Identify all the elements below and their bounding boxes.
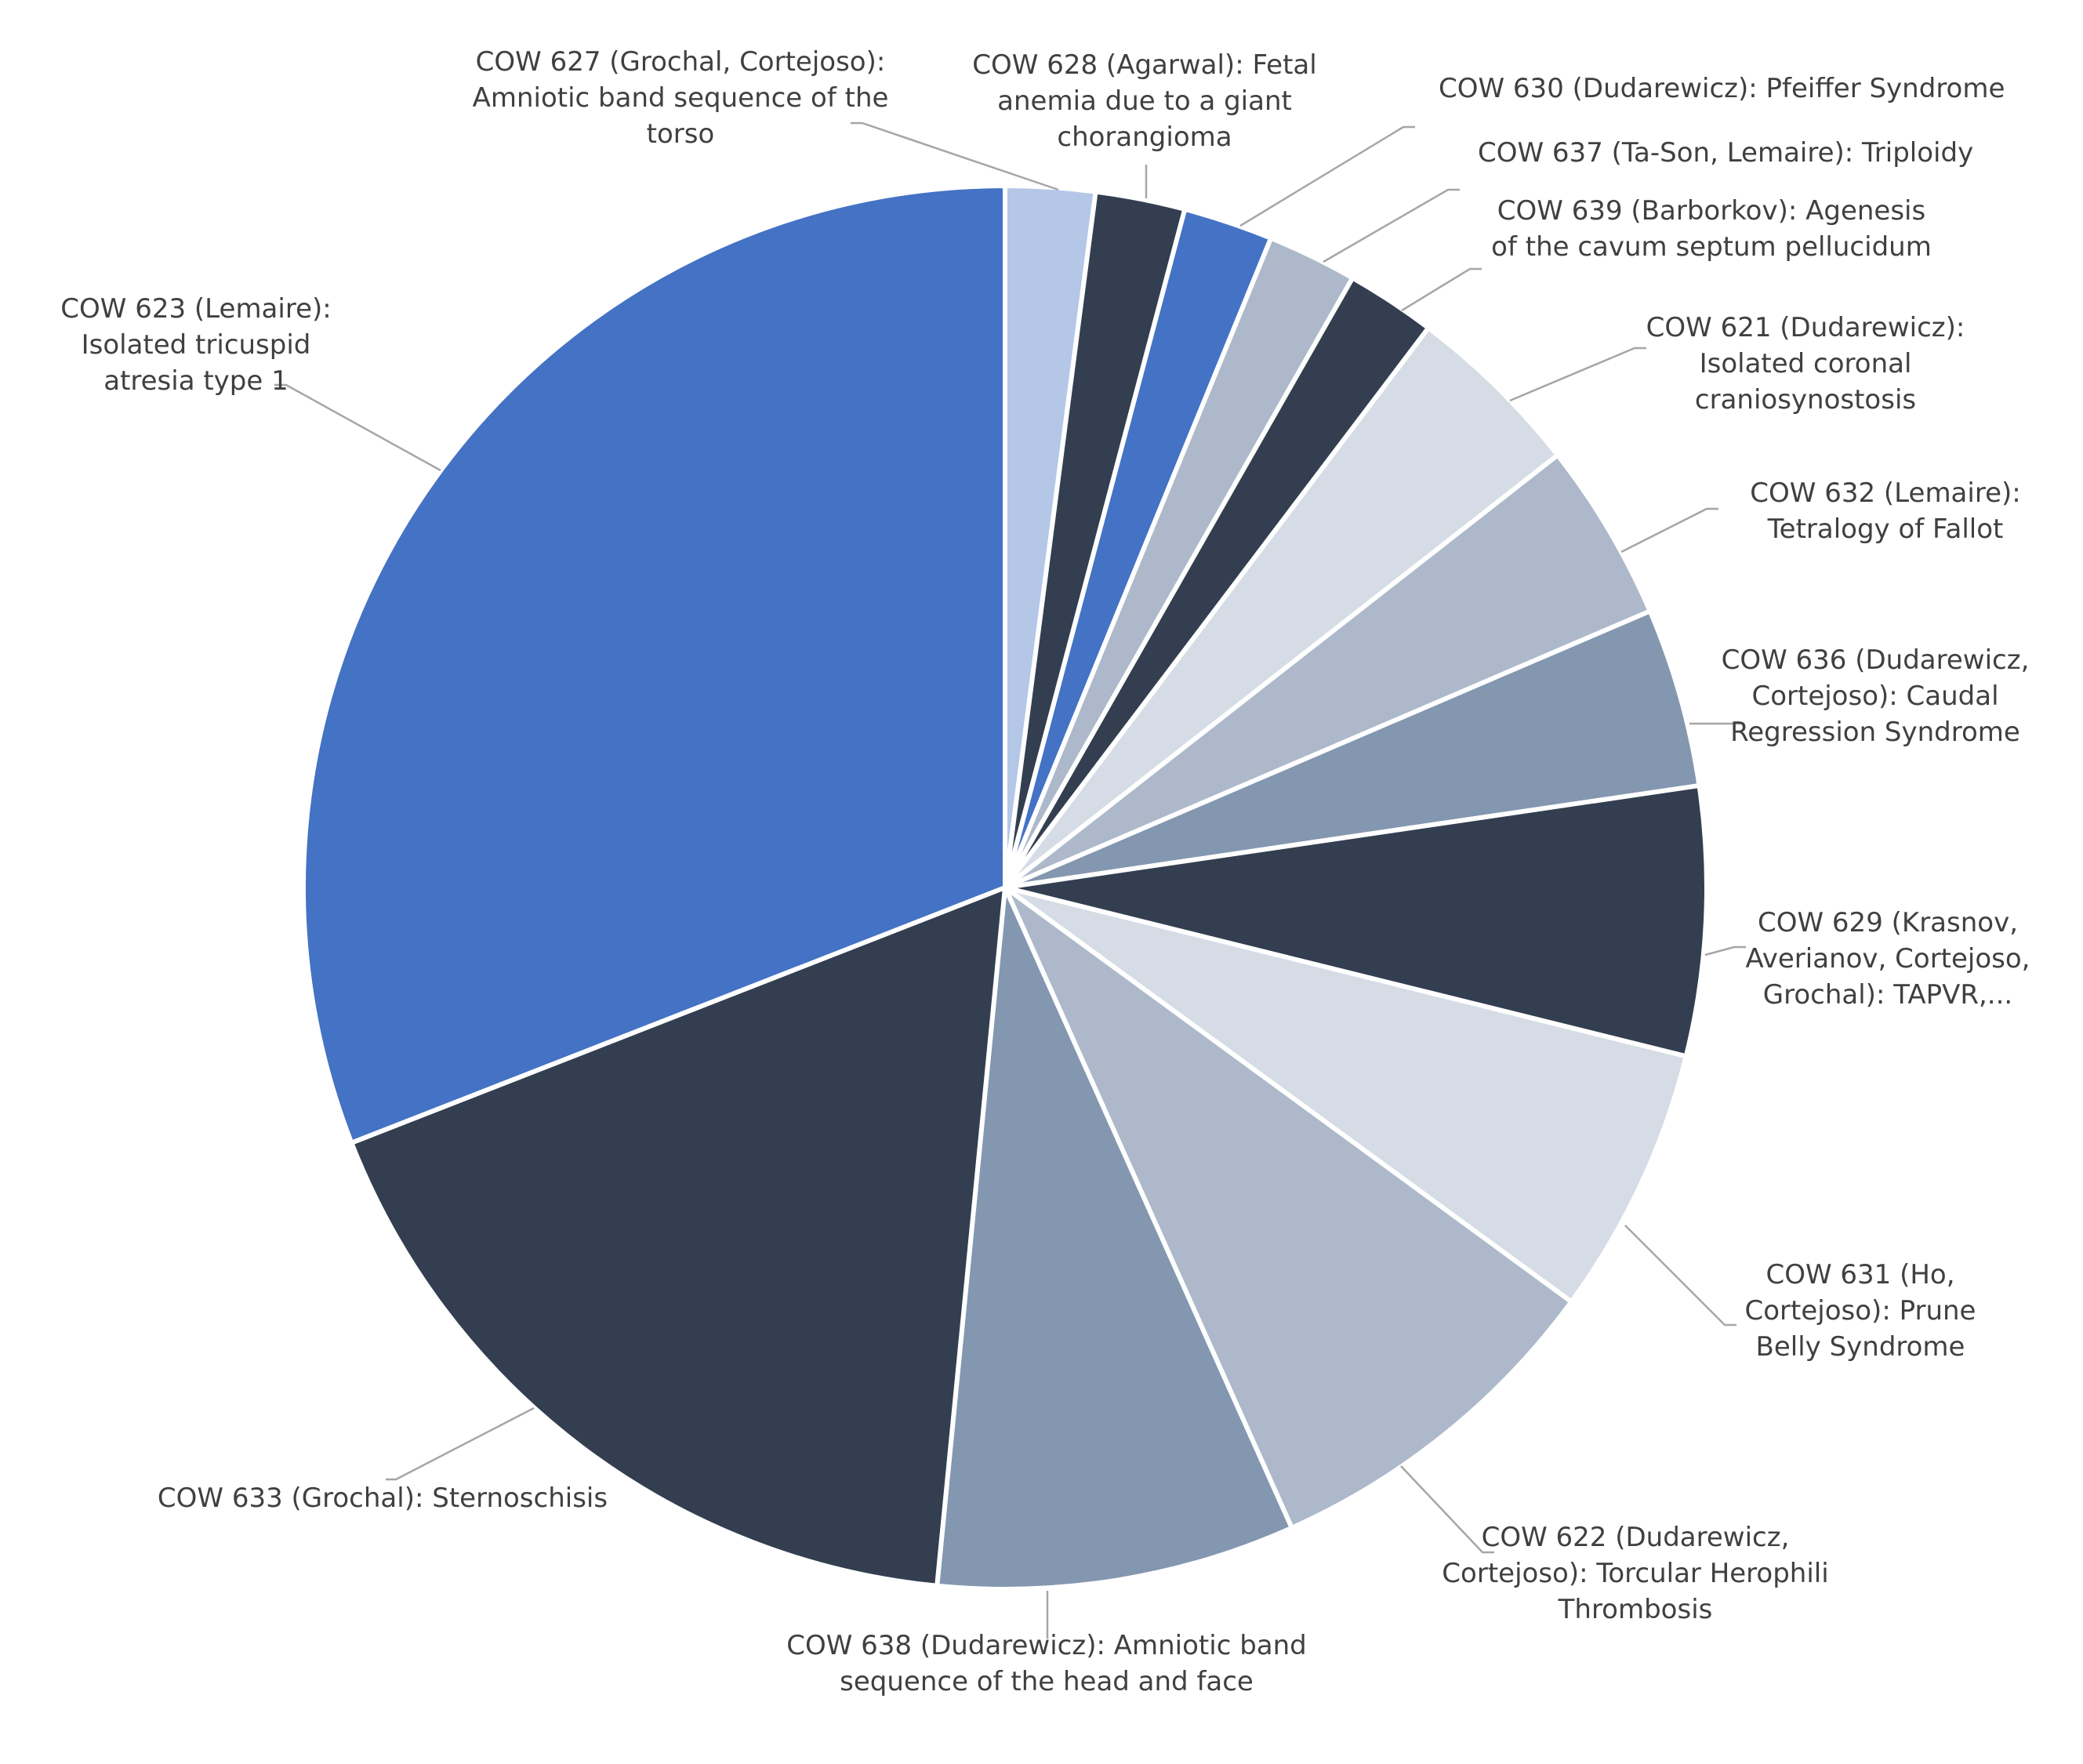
label-line: COW 638 (Dudarewicz): Amniotic band — [786, 1630, 1307, 1661]
label-line: Averianov, Cortejoso, — [1746, 943, 2030, 975]
slice-cow-631 — [1003, 885, 1689, 1305]
label-line: sequence of the head and face — [840, 1666, 1254, 1697]
label-line: of the cavum septum pellucidum — [1491, 231, 1932, 263]
label-line: COW 627 (Grochal, Cortejoso): — [476, 46, 886, 78]
label-line: COW 633 (Grochal): Sternoschisis — [158, 1483, 608, 1514]
label-line: COW 631 (Ho, — [1765, 1259, 1954, 1290]
label-line: COW 621 (Dudarewicz): — [1646, 312, 1965, 343]
slice-cow-621 — [1003, 325, 1560, 890]
leader-line-cow-621 — [1509, 347, 1646, 402]
label-cow-638: COW 638 (Dudarewicz): Amniotic band seque… — [786, 1630, 1307, 1697]
slice-cow-633 — [349, 885, 1007, 1588]
label-line: atresia type 1 — [103, 365, 288, 397]
label-line: Isolated coronal — [1700, 348, 1912, 379]
label-cow-627: COW 627 (Grochal, Cortejoso): Amniotic ba… — [473, 46, 889, 150]
label-line: chorangioma — [1057, 122, 1232, 153]
leader-line-cow-627 — [851, 122, 1059, 191]
label-cow-639: COW 639 (Barborkov): Agenesis of the cavu… — [1491, 195, 1932, 263]
label-cow-637: COW 637 (Ta-Son, Lemaire): Triploidy — [1478, 137, 1973, 169]
label-cow-621: COW 621 (Dudarewicz): Isolated coronal cra… — [1646, 312, 1965, 416]
slice-cow-638 — [934, 885, 1294, 1592]
label-line: Regression Syndrome — [1730, 717, 2020, 748]
label-line: COW 636 (Dudarewicz, — [1722, 644, 2030, 676]
leader-line-cow-631 — [1624, 1225, 1736, 1327]
label-line: COW 639 (Barborkov): Agenesis — [1497, 195, 1925, 227]
label-line: Tetralogy of Fallot — [1767, 514, 2004, 545]
label-cow-628: COW 628 (Agarwal): Fetal anemia due to a … — [972, 49, 1316, 153]
label-cow-632: COW 632 (Lemaire): Tetralogy of Fallot — [1750, 477, 2020, 545]
label-line: Thrombosis — [1558, 1594, 1713, 1625]
label-line: COW 628 (Agarwal): Fetal — [972, 49, 1316, 81]
label-line: Cortejoso): Torcular Herophili — [1442, 1558, 1828, 1589]
leader-line-cow-623 — [274, 383, 441, 472]
label-line: Belly Syndrome — [1756, 1331, 1965, 1363]
slice-cow-636 — [1003, 608, 1702, 890]
label-cow-636: COW 636 (Dudarewicz, Cortejoso): Caudal Re… — [1722, 644, 2030, 748]
label-line: COW 632 (Lemaire): — [1750, 477, 2020, 509]
label-cow-633: COW 633 (Grochal): Sternoschisis — [158, 1483, 608, 1514]
label-cow-623: COW 623 (Lemaire): Isolated tricuspid atre… — [60, 293, 331, 397]
leader-line-cow-637 — [1323, 188, 1460, 263]
slice-cow-632 — [1003, 452, 1653, 890]
leader-line-cow-630 — [1239, 125, 1415, 227]
slice-cow-623 — [301, 183, 1007, 1145]
label-line: Cortejoso): Caudal — [1751, 681, 1998, 712]
label-line: Cortejoso): Prune — [1745, 1295, 1976, 1327]
label-cow-622: COW 622 (Dudarewicz, Cortejoso): Torcular… — [1442, 1522, 1828, 1625]
leader-line-cow-629 — [1704, 946, 1746, 956]
label-line: Amniotic band sequence of the — [473, 82, 889, 114]
label-line: anemia due to a giant — [997, 85, 1292, 117]
leader-line-cow-632 — [1620, 507, 1718, 554]
label-leader-lines — [274, 122, 1746, 1639]
label-cow-631: COW 631 (Ho, Cortejoso): Prune Belly Syndr… — [1745, 1259, 1976, 1363]
label-line: COW 622 (Dudarewicz, — [1482, 1522, 1790, 1553]
leader-line-cow-639 — [1401, 267, 1482, 312]
slice-labels: COW 627 (Grochal, Cortejoso): Amniotic ba… — [60, 46, 2030, 1697]
slice-cow-622 — [1003, 885, 1574, 1530]
label-line: Grochal): TAPVR,... — [1763, 979, 2012, 1011]
label-line: Isolated tricuspid — [82, 329, 311, 361]
label-cow-629: COW 629 (Krasnov, Averianov, Cortejoso, Gr… — [1746, 907, 2030, 1011]
slice-cow-629 — [1003, 783, 1709, 1059]
label-line: craniosynostosis — [1695, 384, 1916, 416]
label-line: COW 637 (Ta-Son, Lemaire): Triploidy — [1478, 137, 1973, 169]
label-line: COW 630 (Dudarewicz): Pfeiffer Syndrome — [1439, 73, 2005, 104]
label-line: COW 629 (Krasnov, — [1758, 907, 2018, 938]
label-cow-630: COW 630 (Dudarewicz): Pfeiffer Syndrome — [1439, 73, 2005, 104]
pie-slices — [301, 183, 1709, 1592]
label-line: COW 623 (Lemaire): — [60, 293, 331, 325]
leader-line-cow-622 — [1400, 1465, 1494, 1554]
leader-line-cow-633 — [386, 1406, 535, 1481]
label-line: torso — [647, 118, 715, 150]
